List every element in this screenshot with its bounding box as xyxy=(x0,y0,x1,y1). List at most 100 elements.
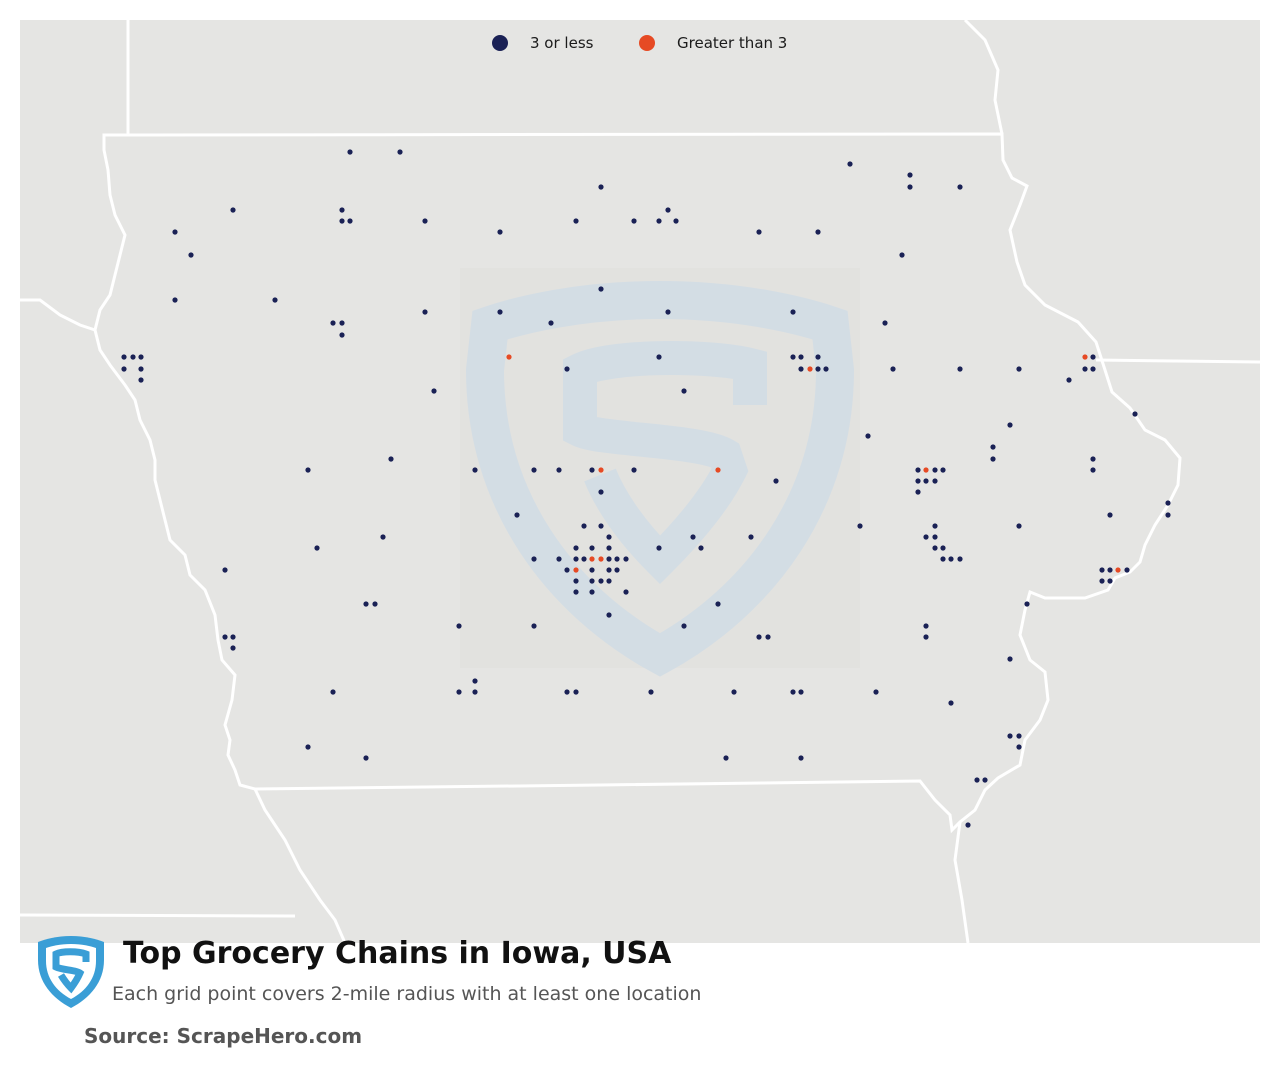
grid-point-low xyxy=(172,229,178,235)
grid-point-low xyxy=(815,366,821,372)
grid-point-low xyxy=(614,556,620,562)
grid-point-low xyxy=(589,589,595,595)
grid-point-low xyxy=(690,534,696,540)
grid-point-low xyxy=(965,822,971,828)
grid-point-low xyxy=(940,545,946,551)
grid-point-low xyxy=(305,467,311,473)
grid-point-low xyxy=(606,612,612,618)
grid-point-low xyxy=(1082,366,1088,372)
grid-point-low xyxy=(230,207,236,213)
grid-point-low xyxy=(932,523,938,529)
page-title: Top Grocery Chains in Iowa, USA xyxy=(123,936,672,971)
grid-point-low xyxy=(940,556,946,562)
grid-point-low xyxy=(531,623,537,629)
grid-point-low xyxy=(857,523,863,529)
grid-point-low xyxy=(756,229,762,235)
scrapehero-watermark-icon xyxy=(465,280,855,677)
grid-point-low xyxy=(923,634,929,640)
grid-point-low xyxy=(339,207,345,213)
grid-point-low xyxy=(564,366,570,372)
grid-point-low xyxy=(598,523,604,529)
grid-point-low xyxy=(815,354,821,360)
grid-point-low xyxy=(1132,411,1138,417)
grid-point-low xyxy=(1099,578,1105,584)
grid-point-low xyxy=(990,456,996,462)
grid-point-low xyxy=(681,388,687,394)
grid-point-low xyxy=(1007,733,1013,739)
grid-point-low xyxy=(974,777,980,783)
grid-point-low xyxy=(865,433,871,439)
grid-point-low xyxy=(606,556,612,562)
grid-point-low xyxy=(497,309,503,315)
grid-point-low xyxy=(556,467,562,473)
grid-point-low xyxy=(1165,500,1171,506)
grid-point-low xyxy=(573,689,579,695)
grid-point-low xyxy=(656,354,662,360)
legend-low-label: 3 or less xyxy=(530,34,594,52)
grid-point-low xyxy=(314,545,320,551)
grid-point-low xyxy=(773,478,779,484)
grid-point-low xyxy=(957,184,963,190)
grid-point-low xyxy=(548,320,554,326)
grid-point-low xyxy=(1107,567,1113,573)
grid-point-high xyxy=(598,467,604,473)
grid-point-high xyxy=(573,567,579,573)
grid-point-low xyxy=(305,744,311,750)
grid-point-low xyxy=(606,545,612,551)
grid-point-low xyxy=(222,567,228,573)
grid-point-low xyxy=(673,218,679,224)
grid-point-low xyxy=(915,489,921,495)
grid-point-low xyxy=(589,545,595,551)
grid-point-low xyxy=(589,567,595,573)
grid-point-low xyxy=(923,478,929,484)
grid-point-low xyxy=(606,578,612,584)
grid-point-low xyxy=(347,149,353,155)
grid-point-low xyxy=(798,689,804,695)
grid-point-low xyxy=(798,354,804,360)
grid-point-low xyxy=(915,478,921,484)
legend-item-high: Greater than 3 xyxy=(639,34,787,52)
grid-point-low xyxy=(397,149,403,155)
grid-point-low xyxy=(623,556,629,562)
grid-point-high xyxy=(807,366,813,372)
grid-point-low xyxy=(1016,523,1022,529)
grid-point-low xyxy=(339,218,345,224)
grid-point-low xyxy=(472,678,478,684)
grid-point-high xyxy=(589,556,595,562)
grid-point-low xyxy=(1165,512,1171,518)
grid-point-low xyxy=(564,567,570,573)
grid-point-low xyxy=(665,309,671,315)
grid-point-low xyxy=(598,184,604,190)
grid-point-low xyxy=(121,354,127,360)
grid-point-low xyxy=(422,218,428,224)
grid-point-low xyxy=(339,332,345,338)
grid-point-low xyxy=(1090,366,1096,372)
iowa-state-border xyxy=(93,132,1182,834)
grid-point-low xyxy=(222,634,228,640)
grid-point-low xyxy=(847,161,853,167)
grid-point-low xyxy=(1007,656,1013,662)
scrapehero-shield-icon xyxy=(38,936,104,1008)
grid-point-low xyxy=(1090,354,1096,360)
grid-point-low xyxy=(372,601,378,607)
grid-point-low xyxy=(631,467,637,473)
grid-point-low xyxy=(957,366,963,372)
grid-point-low xyxy=(681,623,687,629)
grid-point-low xyxy=(665,207,671,213)
grid-point-low xyxy=(514,512,520,518)
nebraska-south-dakota-border xyxy=(20,298,96,332)
grid-point-low xyxy=(1066,377,1072,383)
grid-point-low xyxy=(907,172,913,178)
grid-point-low xyxy=(531,467,537,473)
grid-point-low xyxy=(272,297,278,303)
grid-point-low xyxy=(130,354,136,360)
grid-point-low xyxy=(1007,422,1013,428)
grid-point-low xyxy=(581,556,587,562)
grid-point-low xyxy=(573,578,579,584)
illinois-wisconsin-border xyxy=(1095,358,1260,364)
grid-point-low xyxy=(230,634,236,640)
grid-point-low xyxy=(923,534,929,540)
grid-point-low xyxy=(138,377,144,383)
grid-point-low xyxy=(564,689,570,695)
mississippi-river-south xyxy=(953,821,970,943)
